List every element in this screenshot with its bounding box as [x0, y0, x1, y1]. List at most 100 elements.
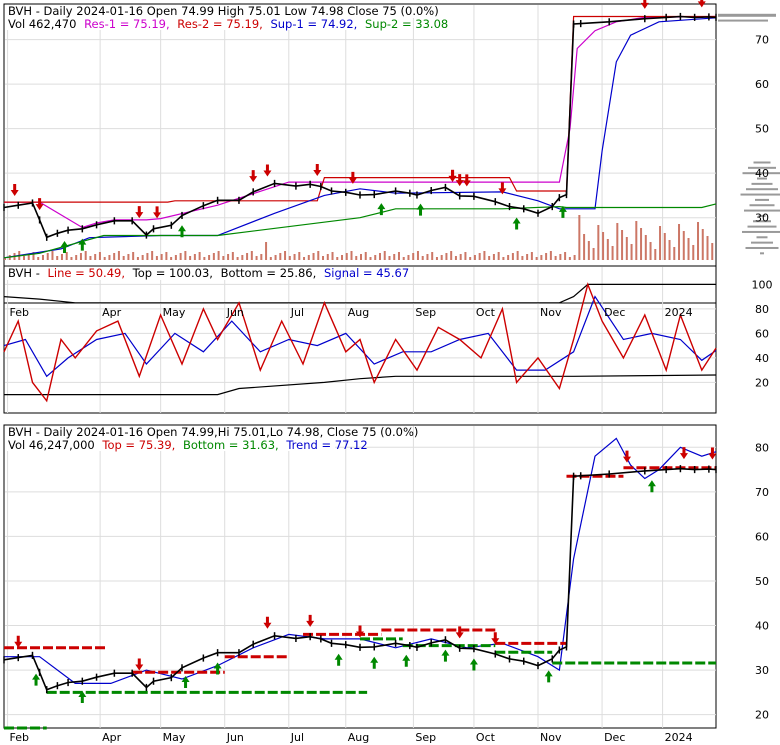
price-sell-arrow [153, 206, 162, 219]
volume-bar [545, 253, 548, 260]
month-label: Sep [415, 306, 436, 319]
volume-bar [307, 255, 310, 260]
volume-bar [231, 252, 234, 260]
volume-bar [554, 256, 557, 260]
trend-top-legend: Top = 75.39, [101, 438, 175, 452]
sup1-legend: Sup-1 = 74.92, [270, 17, 357, 31]
trend-sell-arrow [306, 614, 315, 627]
volume-bar [701, 229, 704, 260]
volume-bar [568, 257, 571, 260]
trend-sell-arrow [14, 635, 23, 648]
volume-bar [597, 225, 600, 260]
volume-bar [117, 251, 120, 260]
volume-bar [407, 255, 410, 260]
volume-bar [673, 247, 676, 260]
volume-bar [640, 228, 643, 260]
volume-bar [526, 254, 529, 260]
volume-bar [113, 253, 116, 260]
price-header-title: BVH - Daily 2024-01-16 Open 74.99 High 7… [8, 4, 439, 18]
volume-bar [668, 240, 671, 260]
volume-bar [678, 224, 681, 260]
volume-bar [412, 253, 415, 260]
volume-bar [578, 215, 581, 260]
price-sell-arrow [640, 0, 649, 9]
month-label: Aug [348, 731, 369, 744]
price-close-line [3, 15, 717, 239]
volume-bar [488, 256, 491, 260]
profile-bar [747, 225, 777, 228]
month-label: Dec [604, 306, 625, 319]
volume-bar [56, 256, 59, 260]
month-label: Jul [290, 731, 304, 744]
oscillator-legend: BVH - Line = 50.49, Top = 100.03, Bottom… [8, 266, 409, 280]
volume-bar [312, 253, 315, 260]
price-sell-arrow [35, 198, 44, 211]
volume-bar [469, 257, 472, 260]
osc-top-line [3, 283, 716, 304]
volume-bar [41, 255, 44, 260]
volume-bar [65, 252, 68, 260]
trend-sell-arrow [623, 450, 631, 463]
volume-bar [473, 255, 476, 260]
y-tick-label: 70 [755, 486, 769, 499]
volume-bar [279, 253, 282, 260]
price-buy-arrow [558, 205, 567, 218]
volume-bar [317, 251, 320, 260]
volume-bar [602, 232, 605, 260]
volume-bar [108, 255, 111, 260]
volume-bar [103, 257, 106, 260]
volume-bar [22, 256, 25, 260]
volume-bar [341, 255, 344, 260]
volume-bar [663, 233, 666, 260]
volume-bar [421, 256, 424, 260]
header-bg-3 [5, 267, 310, 280]
month-label: 2024 [665, 731, 693, 744]
month-label: Dec [604, 731, 625, 744]
volume-bar [621, 230, 624, 260]
volume-bar [298, 252, 301, 260]
month-label: Jun [226, 731, 244, 744]
trend-header-title: BVH - Daily 2024-01-16 Open 74.99,Hi 75.… [8, 425, 418, 439]
price-sell-arrow [462, 174, 471, 187]
volume-bar [507, 255, 510, 260]
volume-bar [625, 237, 628, 260]
trend-sell-arrow [263, 616, 272, 629]
osc-top-legend: Top = 100.03, [132, 266, 213, 280]
month-label: Nov [540, 731, 562, 744]
volume-bar [274, 255, 277, 260]
trend-buy-arrow [441, 649, 450, 662]
y-tick-label: 30 [755, 212, 769, 225]
profile-bar [748, 166, 776, 169]
profile-bar [718, 13, 776, 17]
profile-bar [745, 246, 779, 249]
trend-buy-arrow [78, 691, 87, 704]
trend-buy-arrow [544, 670, 553, 683]
header-bg-2 [5, 18, 390, 30]
volume-bar [326, 254, 329, 260]
month-label: Aug [348, 306, 369, 319]
y-tick-label: 50 [755, 575, 769, 588]
osc-signal-legend: Signal = 45.67 [324, 266, 409, 280]
trend-buy-arrow [32, 673, 41, 686]
volume-bar [511, 253, 514, 260]
volume-bar [540, 255, 543, 260]
volume-bar [165, 252, 168, 260]
volume-bar [464, 252, 467, 260]
volume-bar [454, 256, 457, 260]
profile-bar [746, 188, 778, 191]
volume-bar [711, 243, 714, 260]
volume-bar [564, 252, 567, 260]
volume-profile [718, 13, 780, 255]
volume-bar [440, 255, 443, 260]
volume-bar [483, 251, 486, 260]
volume-bar [151, 251, 154, 260]
profile-bar [755, 198, 769, 201]
trend-close-line [3, 467, 717, 691]
volume-bar [98, 252, 101, 260]
volume-bar [492, 254, 495, 260]
volume-bar [193, 254, 196, 260]
volume-bar [549, 251, 552, 260]
price-sell-arrow [263, 164, 272, 177]
volume-bar [535, 257, 538, 260]
volume-bar [435, 257, 438, 260]
